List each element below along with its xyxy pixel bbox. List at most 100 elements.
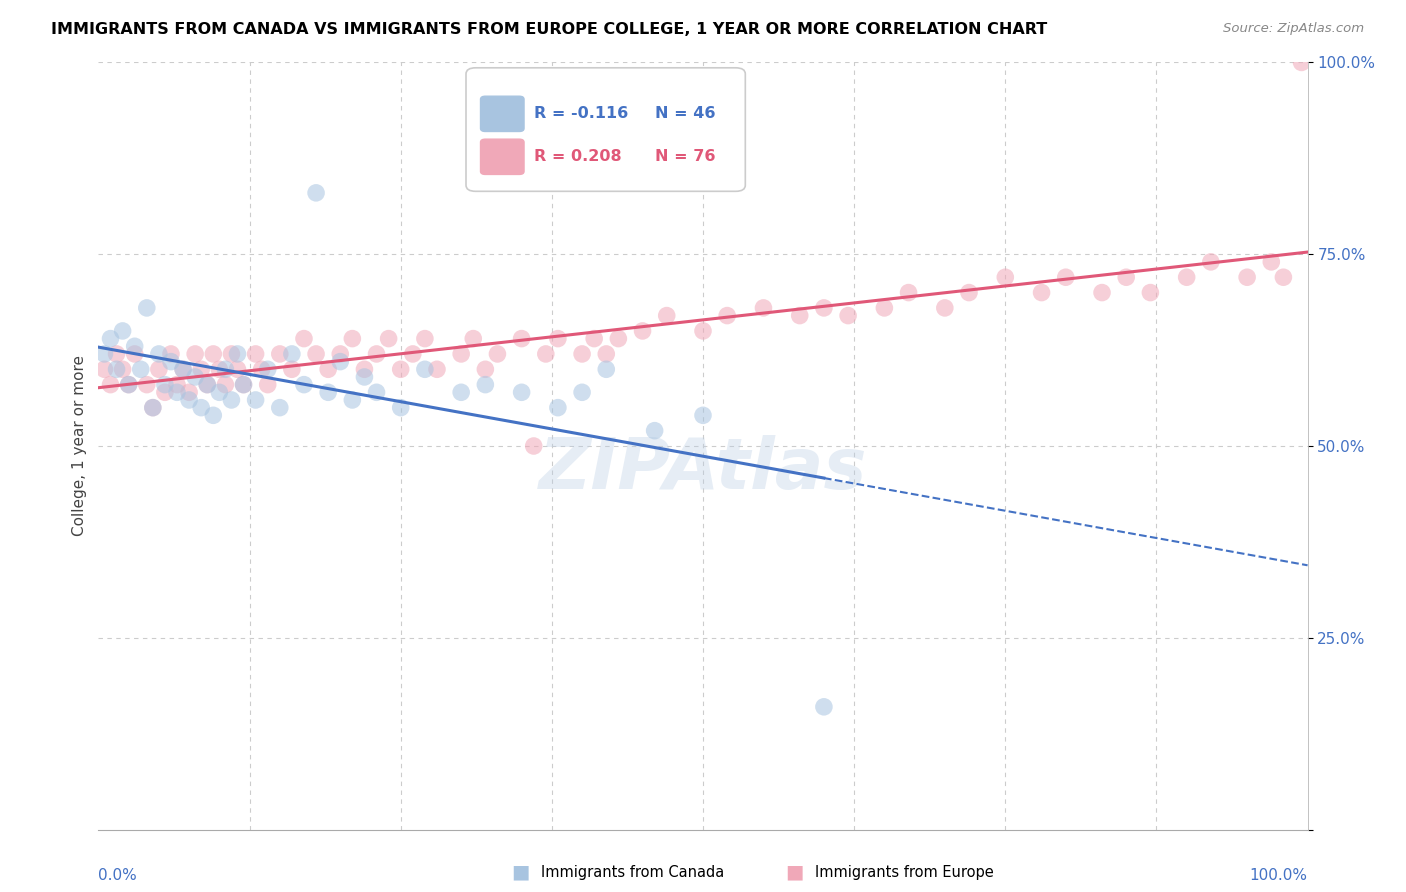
Point (813, 699, 835, 714)
Point (1272, 270, 1295, 285)
Point (655, 309, 678, 323)
Point (135, 377, 157, 392)
Point (172, 362, 194, 376)
Text: 100.0%: 100.0% (1250, 868, 1308, 883)
Point (837, 309, 859, 323)
Y-axis label: College, 1 year or more: College, 1 year or more (72, 356, 87, 536)
Point (644, 424, 666, 438)
Point (142, 401, 165, 415)
Point (153, 385, 176, 400)
Point (172, 362, 194, 376)
Point (190, 362, 212, 376)
Point (1199, 255, 1222, 269)
Point (873, 301, 896, 315)
Point (190, 401, 212, 415)
Point (583, 332, 606, 346)
Point (100, 332, 122, 346)
Point (342, 332, 364, 346)
Point (474, 362, 496, 376)
Point (353, 370, 375, 384)
Point (353, 362, 375, 376)
Point (226, 362, 249, 376)
Point (377, 332, 399, 346)
Point (692, 324, 714, 338)
Point (957, 285, 980, 300)
Point (214, 362, 236, 376)
Point (510, 385, 533, 400)
Point (153, 377, 176, 392)
Point (245, 392, 267, 407)
Point (389, 362, 412, 376)
Point (281, 347, 304, 361)
Point (250, 362, 273, 376)
Point (426, 362, 449, 376)
Text: R = 0.208: R = 0.208 (534, 149, 621, 164)
Point (118, 377, 141, 392)
Point (510, 332, 533, 346)
Point (1291, 55, 1313, 70)
Point (934, 301, 956, 315)
Point (813, 301, 835, 315)
Text: Immigrants from Canada: Immigrants from Canada (541, 865, 724, 880)
Point (1115, 270, 1137, 285)
Point (571, 347, 593, 361)
Point (316, 362, 339, 376)
Point (184, 347, 207, 361)
Text: 0.0%: 0.0% (98, 868, 138, 883)
Point (316, 385, 339, 400)
Point (1175, 270, 1198, 285)
Point (100, 377, 122, 392)
Point (135, 301, 157, 315)
Point (221, 392, 243, 407)
FancyBboxPatch shape (481, 139, 524, 175)
Point (547, 332, 569, 346)
Point (413, 362, 436, 376)
Point (1236, 270, 1258, 285)
Point (474, 377, 496, 392)
Point (221, 347, 243, 361)
Point (402, 347, 425, 361)
Point (595, 362, 617, 376)
FancyBboxPatch shape (465, 68, 745, 191)
Point (93, 362, 115, 376)
Point (124, 339, 146, 353)
Point (111, 324, 134, 338)
Point (1054, 270, 1077, 285)
Point (160, 347, 183, 361)
Point (292, 332, 315, 346)
Point (195, 377, 218, 392)
Point (124, 347, 146, 361)
Point (1139, 285, 1161, 300)
Point (195, 377, 218, 392)
Point (366, 385, 388, 400)
FancyBboxPatch shape (481, 96, 524, 131)
Point (166, 377, 188, 392)
Point (450, 347, 472, 361)
Point (179, 392, 201, 407)
Point (148, 347, 170, 361)
Point (214, 377, 236, 392)
Point (129, 362, 152, 376)
Point (716, 309, 738, 323)
Point (389, 401, 412, 415)
Point (463, 332, 485, 346)
Point (179, 385, 201, 400)
Point (413, 332, 436, 346)
Point (752, 301, 775, 315)
Point (111, 362, 134, 376)
Point (269, 401, 291, 415)
Point (166, 385, 188, 400)
Point (105, 362, 128, 376)
Point (142, 401, 165, 415)
Point (1260, 255, 1282, 269)
Point (1091, 285, 1114, 300)
Point (292, 377, 315, 392)
Point (305, 186, 328, 200)
Point (523, 439, 546, 453)
Point (547, 401, 569, 415)
Point (789, 309, 811, 323)
Point (105, 347, 128, 361)
Text: N = 46: N = 46 (655, 106, 716, 121)
Point (208, 385, 231, 400)
Text: R = -0.116: R = -0.116 (534, 106, 628, 121)
